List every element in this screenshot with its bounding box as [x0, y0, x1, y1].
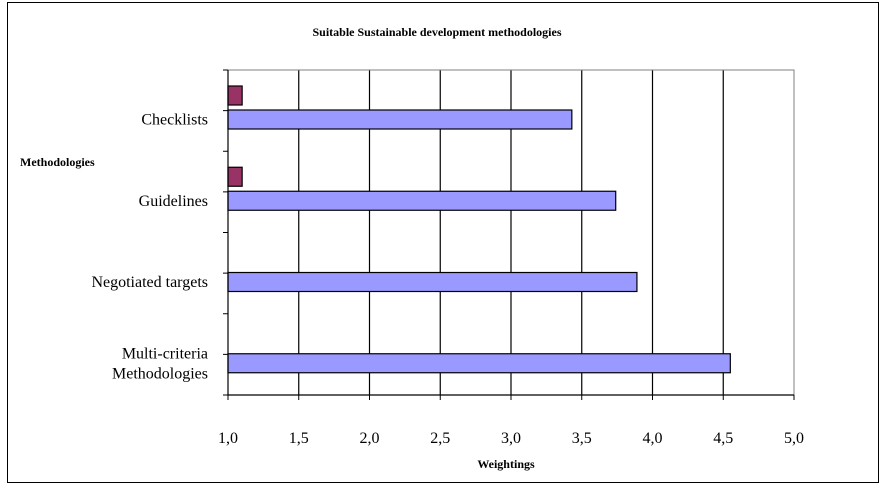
chart-title: Suitable Sustainable development methodo…: [312, 25, 561, 39]
x-tick-label: 1,5: [289, 430, 309, 447]
x-tick-label: 4,0: [643, 430, 663, 447]
bar: [227, 85, 243, 106]
bar: [227, 190, 617, 211]
bar: [227, 166, 243, 187]
category-label: Multi-criteria Methodologies: [112, 345, 208, 382]
category-label: Checklists: [141, 112, 208, 129]
bar: [227, 353, 731, 374]
x-axis-title: Weightings: [477, 457, 535, 471]
x-tick-label: 2,0: [360, 430, 380, 447]
bar: [227, 271, 638, 293]
x-tick-label: 1,0: [218, 430, 238, 447]
x-tick-label: 3,0: [501, 430, 521, 447]
x-tick-label: 5,0: [784, 430, 804, 447]
chart-frame: [7, 2, 879, 483]
category-labels: Multi-criteria Methodologies Negotiated ta…: [91, 112, 208, 383]
bar: [227, 109, 573, 130]
category-label: Negotiated targets: [91, 274, 208, 291]
category-label: Guidelines: [139, 193, 208, 210]
x-tick-label: 4,5: [713, 430, 733, 447]
y-axis-title: Methodologies: [20, 155, 95, 169]
x-tick-labels: 1,0 1,5 2,0 2,5 3,0 3,5 4,0 4,5 5,0: [218, 430, 804, 447]
axes: [223, 69, 795, 400]
x-tick-label: 2,5: [430, 430, 450, 447]
x-tick-label: 3,5: [572, 430, 592, 447]
bars: [227, 85, 731, 374]
